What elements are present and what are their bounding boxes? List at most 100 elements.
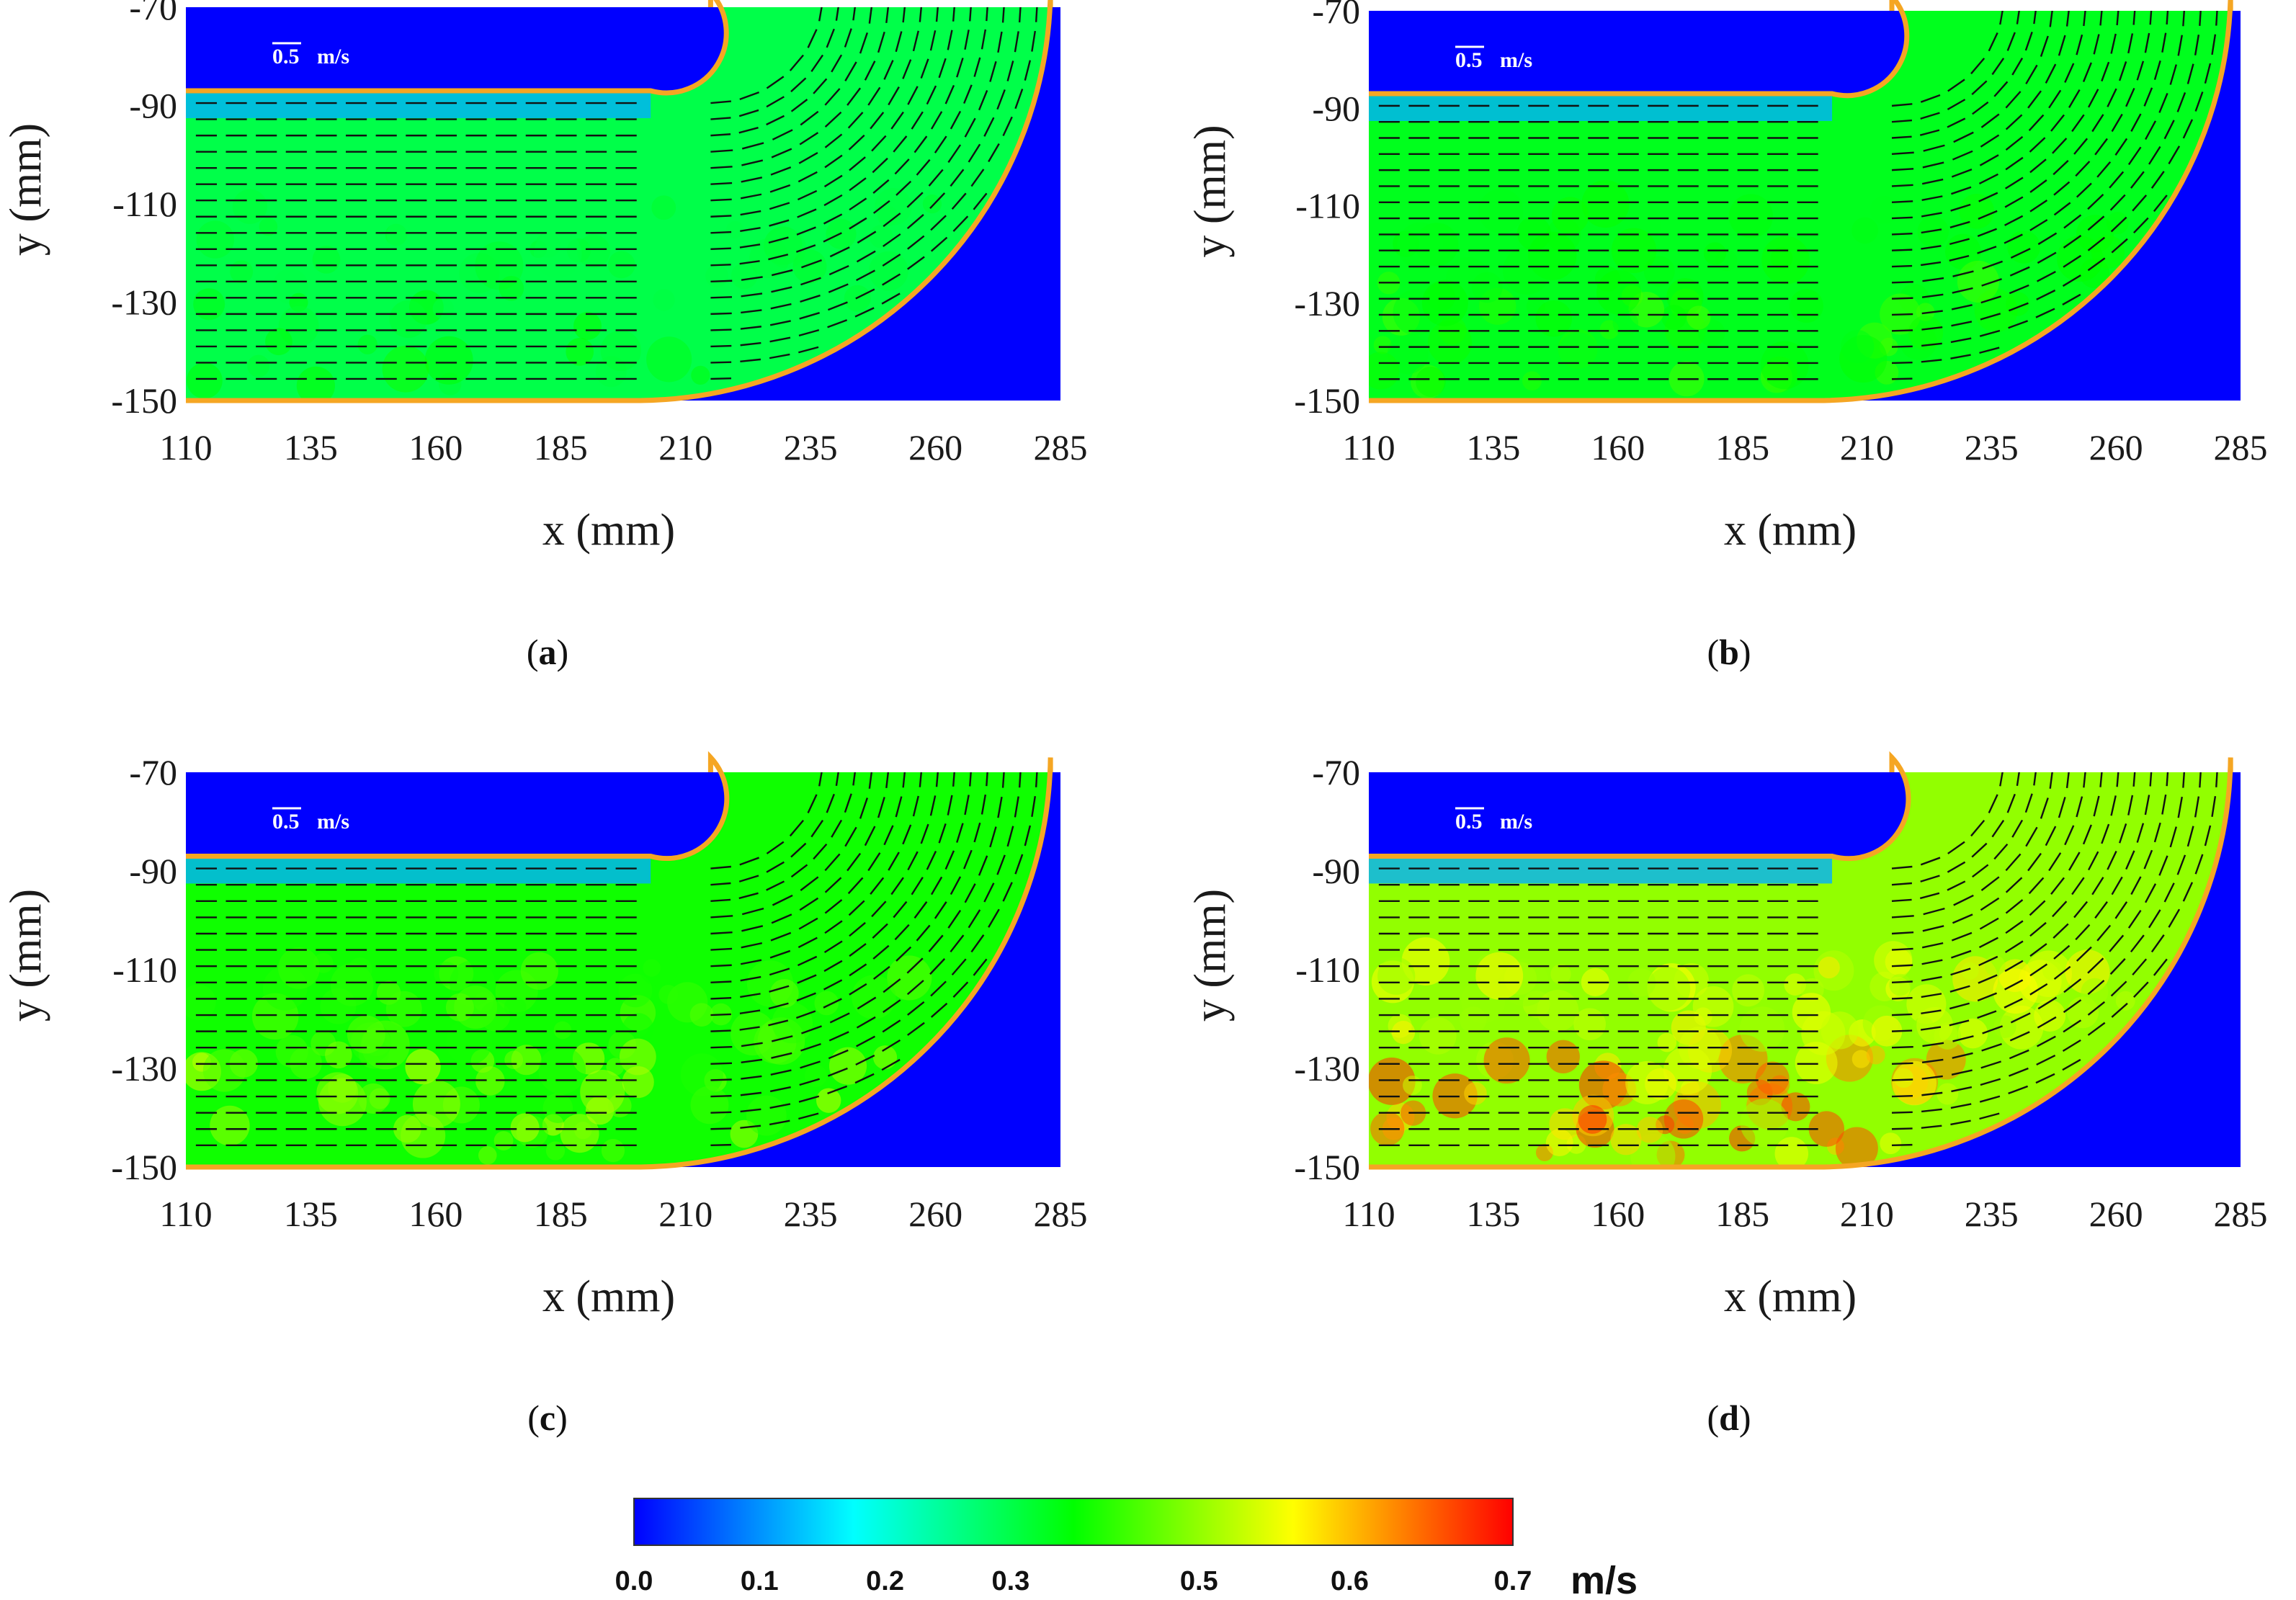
- velocity-vector: [1920, 857, 1941, 866]
- speed-patch: [1818, 956, 1840, 979]
- velocity-vector: [1950, 203, 1971, 212]
- velocity-vector: [827, 301, 848, 311]
- velocity-vector: [2076, 182, 2092, 198]
- velocity-vector: [2010, 1012, 2031, 1024]
- velocity-vector: [868, 772, 873, 789]
- velocity-vector: [710, 182, 733, 185]
- velocity-vector: [2062, 1039, 2081, 1052]
- velocity-vector: [2076, 946, 2092, 962]
- velocity-vector: [823, 960, 843, 973]
- velocity-vector: [741, 1042, 763, 1047]
- speed-patch: [1627, 968, 1656, 997]
- velocity-vector: [2029, 943, 2047, 957]
- velocity-vector: [956, 58, 964, 78]
- velocity-vector: [2099, 772, 2103, 787]
- speed-patch: [1961, 962, 1979, 980]
- velocity-vector: [2062, 274, 2081, 287]
- velocity-vector: [741, 925, 764, 932]
- velocity-vector: [739, 91, 760, 100]
- speed-patch: [638, 944, 679, 986]
- reference-vector-value: 0.5: [1455, 48, 1483, 72]
- velocity-vector: [2049, 772, 2053, 789]
- velocity-vector: [2029, 137, 2046, 153]
- velocity-vector: [2136, 61, 2145, 81]
- velocity-vector: [2177, 796, 2183, 818]
- velocity-vector: [741, 309, 762, 314]
- velocity-vector: [881, 1058, 901, 1071]
- x-tick-label: 110: [1342, 1194, 1395, 1234]
- velocity-vector: [823, 194, 843, 207]
- velocity-vector: [1921, 993, 1942, 998]
- velocity-vector: [1024, 60, 1032, 81]
- x-tick-label: 160: [1591, 1194, 1645, 1234]
- velocity-vector: [828, 283, 849, 293]
- velocity-vector: [2076, 34, 2083, 55]
- velocity-vector: [996, 89, 1006, 110]
- velocity-vector: [2144, 32, 2150, 53]
- speed-patch: [1464, 1082, 1487, 1105]
- velocity-vector: [914, 135, 928, 153]
- velocity-vector: [2132, 772, 2136, 787]
- speed-patch: [769, 979, 799, 1008]
- speed-patch: [405, 1048, 441, 1085]
- speed-patch: [1908, 315, 1944, 350]
- velocity-vector: [882, 254, 901, 267]
- velocity-vector: [2083, 772, 2086, 788]
- velocity-vector: [824, 111, 842, 128]
- velocity-vector: [855, 288, 875, 300]
- velocity-vector: [829, 1012, 850, 1024]
- velocity-vector: [930, 980, 947, 997]
- outer-wall: [186, 757, 1053, 1170]
- speed-patch: [265, 328, 292, 356]
- velocity-vector: [1891, 377, 1913, 380]
- velocity-vector: [2029, 158, 2047, 174]
- y-tick-label: -110: [1295, 186, 1360, 226]
- velocity-vector: [1949, 220, 1970, 228]
- velocity-vector: [2127, 795, 2134, 815]
- velocity-vector: [2168, 908, 2181, 928]
- boundary-layer: [186, 91, 651, 119]
- velocity-vector: [2064, 63, 2075, 83]
- velocity-vector: [883, 999, 901, 1014]
- velocity-vector: [2004, 233, 2023, 244]
- velocity-vector: [2111, 238, 2128, 254]
- outer-wall: [186, 0, 1053, 403]
- velocity-vector: [2005, 91, 2022, 109]
- speed-patch: [424, 336, 473, 385]
- velocity-vector: [2075, 161, 2091, 177]
- velocity-vector: [710, 280, 733, 283]
- velocity-vector: [1891, 313, 1913, 316]
- speed-patch: [347, 1015, 385, 1054]
- velocity-vector: [2005, 135, 2024, 151]
- velocity-vector: [947, 910, 962, 929]
- boundary-layer: [186, 856, 651, 884]
- velocity-vector: [810, 819, 824, 838]
- velocity-vector: [849, 921, 866, 937]
- velocity-vector: [1950, 354, 1971, 359]
- velocity-vector: [893, 900, 908, 919]
- speed-patch: [2034, 999, 2066, 1032]
- velocity-vector: [849, 197, 867, 211]
- speed-patch: [1596, 269, 1641, 315]
- velocity-vector: [710, 947, 733, 951]
- velocity-vector: [1979, 154, 1999, 166]
- velocity-vector: [1891, 882, 1912, 886]
- x-tick-label: 110: [1342, 427, 1395, 468]
- velocity-vector: [1920, 94, 1941, 103]
- speed-patch: [1739, 1006, 1785, 1052]
- velocity-vector: [769, 1086, 791, 1093]
- speed-patch: [1573, 1008, 1606, 1041]
- velocity-vector: [771, 1035, 793, 1042]
- x-tick-label: 160: [408, 427, 463, 468]
- velocity-vector: [798, 151, 818, 164]
- velocity-vector: [1977, 992, 1998, 1002]
- velocity-vector: [849, 943, 867, 957]
- speed-patch: [1377, 957, 1416, 995]
- velocity-vector: [2009, 1049, 2029, 1060]
- velocity-vector: [2130, 171, 2145, 189]
- speed-patch: [877, 205, 898, 227]
- velocity-vector: [1978, 210, 1998, 220]
- velocity-vector: [710, 1127, 732, 1130]
- velocity-vector: [920, 58, 929, 79]
- speed-patch: [580, 1069, 625, 1115]
